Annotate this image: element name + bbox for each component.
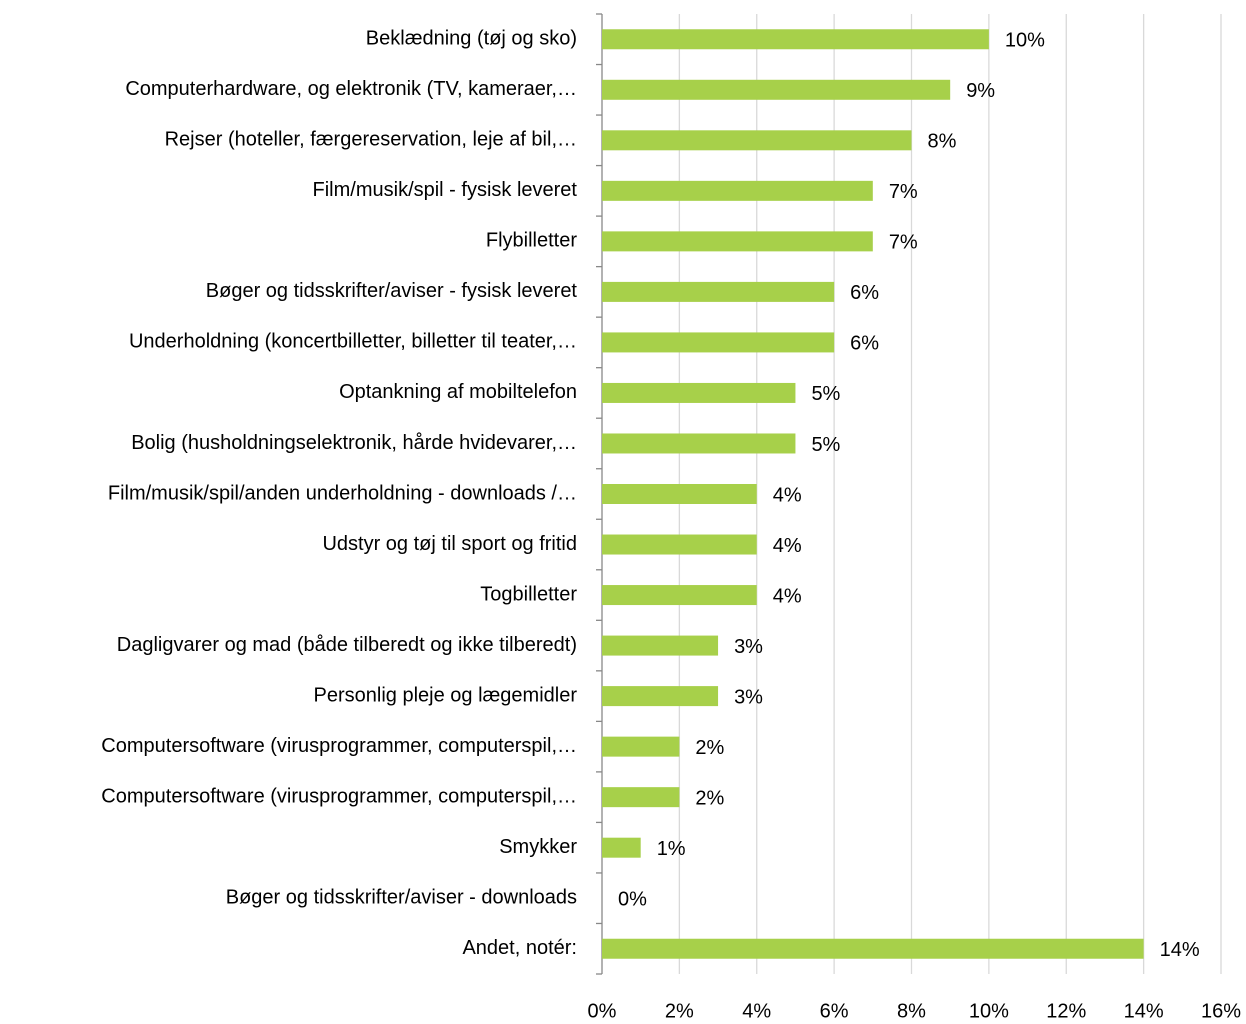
value-label: 0%	[618, 888, 647, 910]
y-tick-label: Bøger og tidsskrifter/aviser - downloads	[226, 886, 577, 908]
x-tick-label: 14%	[1124, 1000, 1164, 1022]
y-tick-label: Underholdning (koncertbilletter, billett…	[129, 331, 577, 353]
bar	[602, 180, 873, 201]
bar	[602, 534, 757, 555]
value-label: 14%	[1160, 939, 1200, 961]
value-label: 4%	[773, 484, 802, 506]
x-tick-label: 12%	[1046, 1000, 1086, 1022]
x-tick-label: 10%	[969, 1000, 1009, 1022]
bar	[602, 382, 796, 403]
bar	[602, 231, 873, 252]
value-label: 10%	[1005, 30, 1045, 52]
bar	[602, 736, 680, 757]
y-tick-label: Andet, notér:	[462, 937, 577, 959]
value-label: 7%	[889, 232, 918, 254]
y-tick-label: Rejser (hoteller, færgereservation, leje…	[165, 129, 577, 151]
y-tick-label: Bolig (husholdningselektronik, hårde hvi…	[131, 432, 577, 454]
value-label: 4%	[773, 535, 802, 557]
x-tick-label: 6%	[820, 1000, 849, 1022]
bar	[602, 787, 680, 808]
y-tick-label: Bøger og tidsskrifter/aviser - fysisk le…	[206, 280, 578, 302]
value-label: 6%	[850, 333, 879, 355]
y-tick-label: Beklædning (tøj og sko)	[366, 28, 577, 50]
y-tick-label: Optankning af mobiltelefon	[339, 381, 577, 403]
value-label: 2%	[695, 737, 724, 759]
y-tick-label: Computerhardware, og elektronik (TV, kam…	[125, 78, 577, 100]
bar	[602, 433, 796, 454]
bar	[602, 281, 835, 302]
x-tick-label: 0%	[588, 1000, 617, 1022]
bar	[602, 837, 641, 858]
y-tick-label: Togbilletter	[480, 583, 577, 605]
y-tick-label: Udstyr og tøj til sport og fritid	[322, 533, 577, 555]
value-label: 6%	[850, 282, 879, 304]
y-tick-label: Smykker	[499, 836, 577, 858]
bar	[602, 686, 719, 707]
bar	[602, 484, 757, 504]
value-label: 5%	[811, 383, 840, 405]
bar	[602, 79, 951, 100]
y-tick-label: Film/musik/spil/anden underholdning - do…	[108, 482, 577, 504]
y-tick-label: Film/musik/spil - fysisk leveret	[313, 179, 578, 201]
value-label: 1%	[657, 838, 686, 860]
value-label: 9%	[966, 80, 995, 102]
value-label: 3%	[734, 686, 763, 708]
bar	[602, 635, 719, 656]
y-tick-label: Computersoftware (virusprogrammer, compu…	[101, 785, 577, 807]
x-tick-label: 4%	[742, 1000, 771, 1022]
value-label: 3%	[734, 636, 763, 658]
value-label: 8%	[928, 131, 957, 153]
x-tick-label: 16%	[1201, 1000, 1241, 1022]
y-tick-label: Personlig pleje og lægemidler	[314, 684, 578, 706]
value-label: 4%	[773, 585, 802, 607]
y-tick-label: Computersoftware (virusprogrammer, compu…	[101, 735, 577, 757]
value-label: 7%	[889, 181, 918, 203]
x-tick-label: 2%	[665, 1000, 694, 1022]
y-tick-label: Flybilletter	[486, 230, 577, 252]
bar	[602, 332, 835, 353]
value-label: 2%	[695, 787, 724, 809]
y-tick-label: Dagligvarer og mad (både tilberedt og ik…	[117, 634, 577, 656]
bar	[602, 29, 989, 50]
value-label: 5%	[811, 434, 840, 456]
bar	[602, 585, 757, 606]
x-tick-label: 8%	[897, 1000, 926, 1022]
bar	[602, 130, 912, 151]
bar	[602, 938, 1144, 959]
